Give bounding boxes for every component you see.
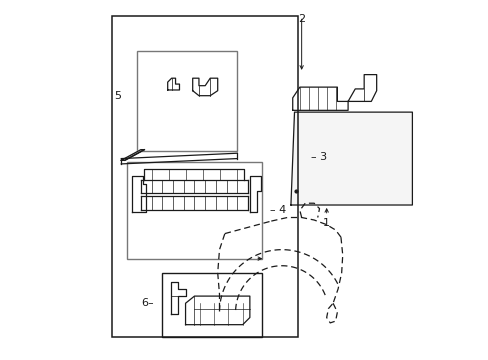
Text: 6–: 6– [141, 298, 153, 308]
Text: – 4: – 4 [269, 205, 285, 215]
Polygon shape [290, 112, 411, 205]
Bar [137, 51, 237, 152]
Text: 5: 5 [114, 91, 121, 101]
Polygon shape [121, 150, 144, 160]
Text: 1: 1 [323, 217, 329, 228]
Bar [162, 273, 262, 337]
Text: – 3: – 3 [310, 152, 326, 162]
Text: 2: 2 [298, 14, 305, 24]
Bar [112, 16, 298, 337]
Bar [126, 162, 262, 258]
